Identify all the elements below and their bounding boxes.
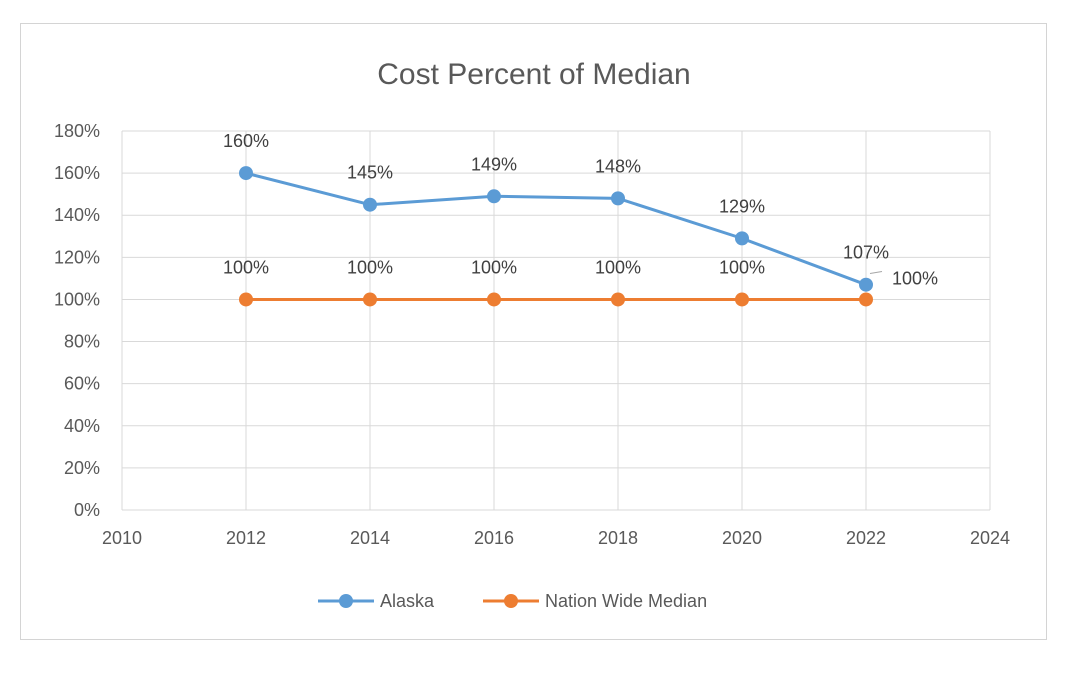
x-tick-label: 2018 <box>598 528 638 548</box>
series-lines <box>239 166 873 307</box>
y-tick-label: 0% <box>74 500 100 520</box>
legend-label: Alaska <box>380 591 435 611</box>
data-point <box>735 231 749 246</box>
data-point <box>487 292 501 307</box>
gridlines <box>121 130 991 511</box>
y-tick-label: 60% <box>64 374 100 394</box>
y-tick-label: 160% <box>54 163 100 183</box>
data-label: 145% <box>347 163 393 183</box>
data-label: 160% <box>223 131 269 151</box>
data-label: 100% <box>471 257 517 277</box>
chart-frame: Cost Percent of Median 0% 20% 40% 60% 80% 100… <box>20 23 1047 640</box>
data-point <box>859 277 873 292</box>
data-point <box>363 197 377 212</box>
x-tick-label: 2014 <box>350 528 390 548</box>
data-point <box>735 292 749 307</box>
legend-marker <box>504 594 518 608</box>
y-tick-label: 20% <box>64 458 100 478</box>
y-tick-label: 40% <box>64 416 100 436</box>
x-tick-label: 2020 <box>722 528 762 548</box>
data-label: 129% <box>719 196 765 216</box>
data-label: 100% <box>223 257 269 277</box>
data-point <box>611 191 625 206</box>
series-line-0 <box>245 171 867 287</box>
data-label: 107% <box>843 243 889 263</box>
leader-line <box>869 270 883 274</box>
y-tick-label: 80% <box>64 332 100 352</box>
data-label: 100% <box>892 268 938 288</box>
y-tick-label: 120% <box>54 247 100 267</box>
chart-title: Cost Percent of Median <box>377 58 691 91</box>
data-point <box>239 292 253 307</box>
x-tick-label: 2012 <box>226 528 266 548</box>
data-point <box>611 292 625 307</box>
y-tick-label: 180% <box>54 121 100 141</box>
data-label: 148% <box>595 156 641 176</box>
data-point <box>363 292 377 307</box>
data-point <box>239 166 253 181</box>
data-label: 100% <box>595 257 641 277</box>
data-label: 100% <box>347 257 393 277</box>
data-point <box>859 292 873 307</box>
x-tick-label: 2022 <box>846 528 886 548</box>
data-labels: 160%145% 149% 148%129%107%100% 100% 100% 100%… <box>223 131 938 288</box>
line-chart: Cost Percent of Median 0% 20% 40% 60% 80% 100… <box>54 58 1010 611</box>
data-label: 100% <box>719 257 765 277</box>
data-point <box>487 189 501 204</box>
axes: 0% 20% 40% 60% 80% 100% 120% 140% 160% 180% 2010 20… <box>54 121 1010 548</box>
y-tick-label: 140% <box>54 205 100 225</box>
x-tick-label: 2016 <box>474 528 514 548</box>
data-label: 149% <box>471 154 517 174</box>
legend-label: Nation Wide Median <box>545 591 707 611</box>
legend-marker <box>339 594 353 608</box>
x-tick-label: 2010 <box>102 528 142 548</box>
legend: Alaska Nation Wide Median <box>318 591 707 611</box>
x-tick-label: 2024 <box>970 528 1010 548</box>
y-tick-label: 100% <box>54 289 100 309</box>
